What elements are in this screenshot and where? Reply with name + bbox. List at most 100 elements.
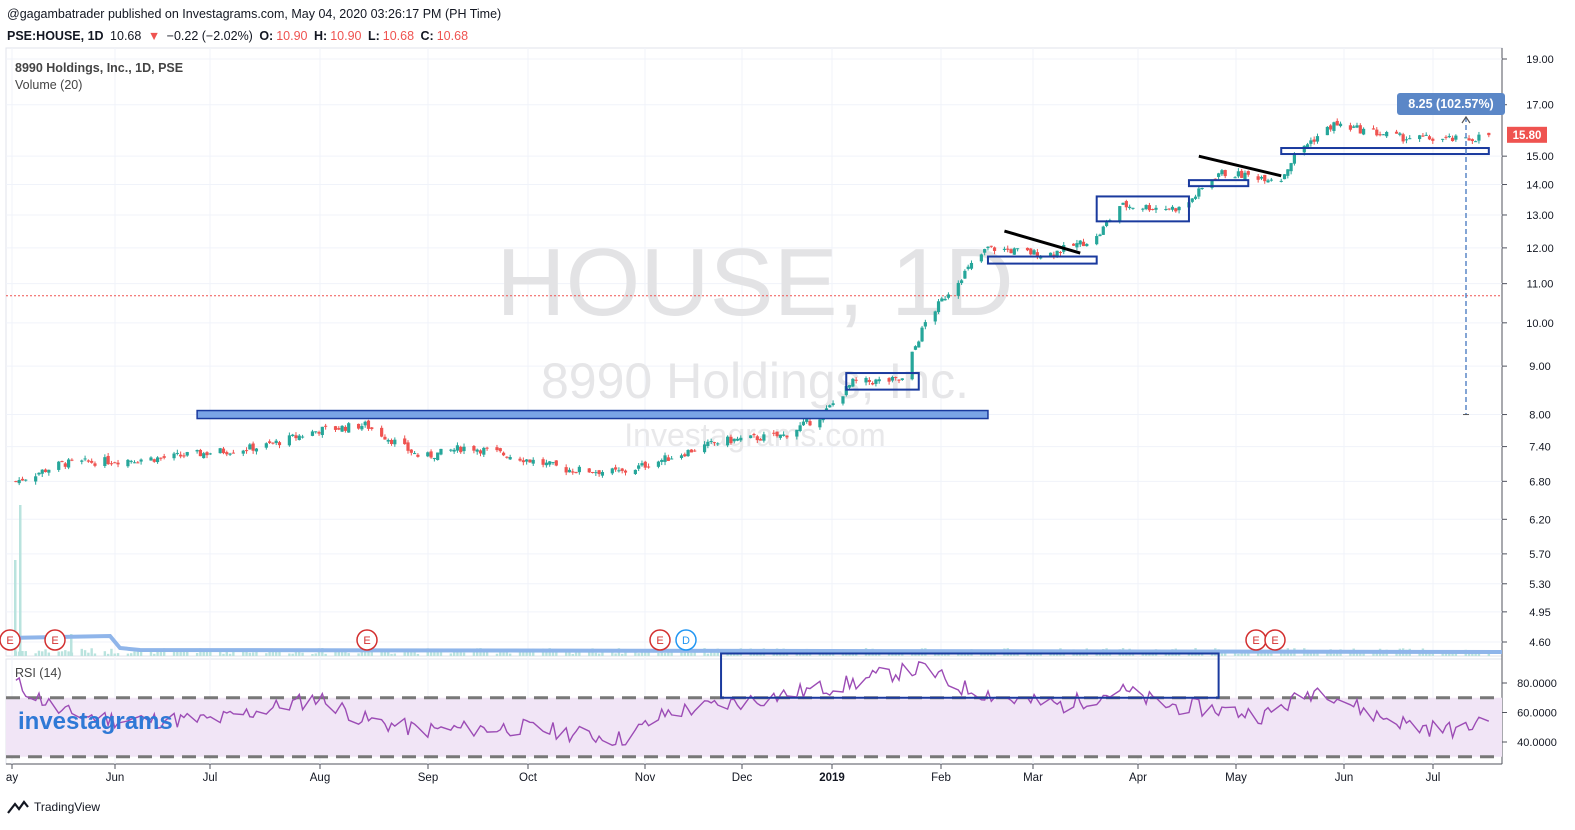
- candle-body: [656, 461, 661, 467]
- candle-body: [633, 469, 637, 475]
- volume-bar: [416, 653, 420, 656]
- symbol-label: PSE:HOUSE, 1D: [7, 29, 104, 43]
- candle-body: [254, 448, 259, 452]
- volume-bar: [1428, 653, 1431, 656]
- candle-body: [772, 432, 776, 434]
- candle-body: [956, 282, 960, 296]
- candle-body: [785, 435, 789, 438]
- candle-body: [749, 435, 753, 439]
- event-marker-label: E: [1271, 635, 1278, 647]
- volume-bar: [1125, 653, 1128, 656]
- candle-body: [933, 311, 937, 322]
- candle-body: [828, 405, 832, 408]
- trendline: [1198, 154, 1282, 178]
- candle-body: [966, 266, 970, 269]
- candle-body: [854, 379, 858, 381]
- candle-body: [1385, 132, 1389, 137]
- volume-bar: [357, 653, 360, 656]
- earnings-marker-icon: [44, 629, 66, 651]
- candle-body: [103, 457, 107, 466]
- candle-body: [1174, 208, 1178, 212]
- candle-body: [1335, 120, 1339, 126]
- drawings[interactable]: [196, 115, 1490, 420]
- volume-bar: [1382, 653, 1385, 656]
- volume-bar: [60, 651, 64, 656]
- volume-bar: [47, 652, 51, 656]
- candle-body: [1078, 240, 1082, 245]
- price-tick-label: 7.40: [1529, 442, 1550, 454]
- candle-body: [159, 457, 163, 459]
- candle-body: [67, 459, 71, 468]
- volume-bar: [785, 653, 789, 656]
- volume-bar: [663, 652, 667, 656]
- volume-bar: [713, 652, 716, 656]
- candle-body: [732, 438, 736, 442]
- low-label: L:: [367, 29, 380, 43]
- volume-bar: [133, 651, 136, 656]
- volume-bar: [67, 651, 70, 656]
- volume-bar: [436, 652, 439, 656]
- volume-bar: [686, 651, 690, 656]
- volume-bar: [24, 651, 27, 656]
- candle-body: [340, 425, 344, 432]
- volume-bar: [878, 653, 881, 656]
- price-tick-label: 15.00: [1526, 151, 1554, 163]
- svg-text:15.80: 15.80: [1513, 130, 1542, 142]
- candle-body: [992, 247, 997, 251]
- candle-body: [1147, 205, 1152, 211]
- volume-bar: [93, 653, 97, 656]
- candle-body: [1006, 248, 1010, 250]
- tradingview-footer[interactable]: TradingView: [7, 799, 100, 815]
- volume-bar: [1075, 653, 1079, 656]
- earnings-marker-icon: [356, 629, 378, 651]
- candle-body: [877, 379, 881, 382]
- time-axis-labels: ay Jun Jul Aug Sep Oct Nov Dec 2019 Feb Mar Apr May J…: [6, 764, 1440, 784]
- volume-bar: [21, 651, 24, 656]
- candle-body: [1072, 243, 1076, 246]
- candle-body: [139, 459, 143, 462]
- volume-bar: [910, 653, 914, 656]
- candle-body: [983, 249, 987, 253]
- last-price-tag: 15.80: [1507, 126, 1547, 143]
- volume-bar: [130, 653, 133, 656]
- low-value: 10.68: [382, 29, 415, 43]
- candle-body: [505, 456, 509, 458]
- volume-bar: [1055, 653, 1059, 656]
- close-label: C:: [420, 29, 434, 43]
- candle-body: [324, 425, 328, 427]
- candle-body: [1302, 145, 1306, 153]
- candle-body: [449, 449, 453, 451]
- time-tick-label: Dec: [732, 772, 753, 784]
- price-tick-label: 17.00: [1526, 100, 1554, 112]
- symbol-ohlc-bar: PSE:HOUSE, 1D 10.68 ▼ −0.22 (−2.02%) O: 1…: [7, 29, 471, 43]
- candle-body: [1075, 243, 1079, 248]
- candle-body: [818, 419, 822, 428]
- candle-body: [455, 445, 460, 451]
- volume-bar: [380, 649, 383, 656]
- candle-body: [946, 294, 951, 298]
- rsi-drawings[interactable]: [720, 652, 1220, 699]
- candle-body: [14, 481, 18, 483]
- candle-body: [1444, 136, 1448, 138]
- candle-body: [47, 469, 51, 473]
- open-label: O:: [259, 29, 274, 43]
- time-tick-label: Oct: [519, 772, 538, 784]
- volume-bar: [637, 653, 640, 656]
- candle-body: [1009, 249, 1013, 254]
- candle-body: [113, 462, 117, 464]
- candle-body: [93, 463, 97, 466]
- volume-bar: [251, 652, 255, 656]
- candle-body: [1305, 144, 1310, 148]
- volume-bar: [248, 652, 252, 656]
- event-marker-label: E: [363, 635, 370, 647]
- candle-body: [57, 461, 61, 470]
- volume-bar: [452, 649, 456, 656]
- candle-body: [386, 439, 390, 442]
- measure-label[interactable]: 8.25 (102.57%): [1397, 93, 1505, 115]
- volume-bar: [594, 652, 598, 656]
- candle-body: [1240, 170, 1244, 178]
- candle-body: [320, 426, 324, 436]
- price-tick-label: 14.00: [1526, 180, 1554, 192]
